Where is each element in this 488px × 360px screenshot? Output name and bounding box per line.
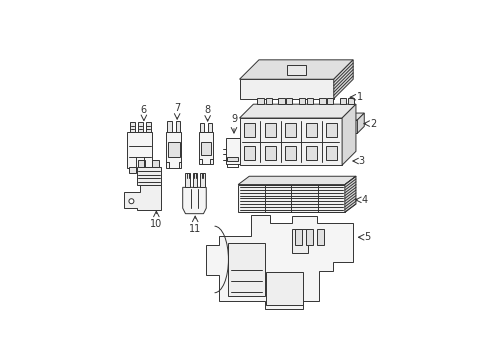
Bar: [265, 98, 271, 104]
Bar: [257, 98, 264, 104]
Bar: [244, 123, 255, 137]
Bar: [318, 98, 325, 104]
Polygon shape: [343, 113, 364, 120]
Bar: [285, 147, 296, 160]
Bar: [207, 123, 211, 132]
Polygon shape: [238, 185, 344, 212]
Text: 2: 2: [369, 118, 375, 129]
Bar: [225, 138, 239, 164]
Bar: [316, 229, 323, 245]
Text: 3: 3: [358, 156, 364, 166]
Bar: [305, 147, 316, 160]
Text: 8: 8: [204, 105, 210, 115]
Bar: [339, 98, 346, 104]
Polygon shape: [344, 176, 355, 212]
Text: 4: 4: [361, 195, 367, 205]
Polygon shape: [183, 187, 206, 214]
Bar: [325, 123, 337, 137]
Bar: [199, 132, 212, 164]
Bar: [305, 123, 316, 137]
Polygon shape: [239, 104, 355, 118]
Polygon shape: [342, 104, 355, 165]
Bar: [265, 273, 302, 305]
Bar: [264, 147, 275, 160]
Circle shape: [129, 199, 134, 204]
Bar: [145, 122, 150, 132]
Text: 5: 5: [364, 232, 370, 242]
Polygon shape: [343, 120, 357, 133]
Polygon shape: [239, 79, 333, 99]
Bar: [143, 167, 150, 174]
Polygon shape: [333, 60, 352, 99]
Bar: [200, 123, 203, 132]
Bar: [325, 147, 337, 160]
Bar: [127, 132, 152, 168]
Polygon shape: [238, 176, 355, 185]
Bar: [193, 174, 197, 187]
Bar: [226, 157, 238, 161]
Bar: [175, 121, 180, 132]
Text: 11: 11: [189, 224, 201, 234]
Polygon shape: [357, 113, 364, 133]
Bar: [138, 159, 145, 167]
Bar: [326, 98, 333, 104]
Bar: [200, 174, 204, 187]
Bar: [291, 229, 308, 253]
Bar: [264, 123, 275, 137]
Polygon shape: [239, 118, 342, 165]
Bar: [286, 64, 305, 75]
Bar: [167, 121, 171, 132]
Bar: [298, 98, 305, 104]
Bar: [306, 98, 312, 104]
Text: 1: 1: [357, 92, 363, 102]
Bar: [138, 122, 142, 132]
Bar: [166, 132, 181, 168]
Bar: [130, 122, 135, 132]
Bar: [200, 142, 211, 156]
Polygon shape: [124, 185, 160, 210]
Bar: [228, 243, 264, 296]
Bar: [185, 174, 189, 187]
Polygon shape: [206, 215, 352, 309]
Text: 6: 6: [141, 105, 147, 115]
Bar: [285, 123, 296, 137]
Polygon shape: [239, 60, 352, 79]
Bar: [137, 167, 160, 185]
Bar: [167, 141, 179, 157]
Bar: [286, 98, 292, 104]
Bar: [278, 98, 285, 104]
Bar: [244, 147, 255, 160]
Bar: [347, 98, 353, 104]
Text: 9: 9: [230, 114, 237, 124]
Bar: [152, 159, 159, 167]
Text: 10: 10: [150, 219, 162, 229]
Bar: [294, 229, 301, 245]
Text: 7: 7: [174, 103, 180, 113]
Bar: [128, 167, 135, 174]
Bar: [305, 229, 312, 245]
